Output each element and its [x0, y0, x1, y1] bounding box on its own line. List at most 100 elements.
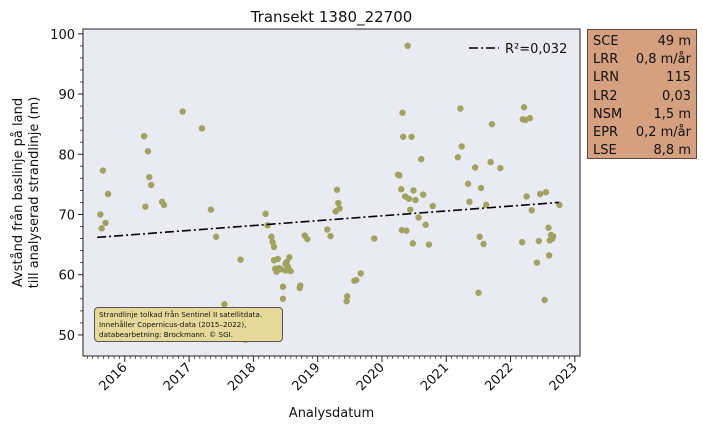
data-point — [526, 114, 534, 122]
data-point — [497, 164, 504, 172]
data-point — [480, 240, 487, 248]
y-tick-label: 100 — [50, 28, 75, 43]
stat-label: NSM — [593, 106, 623, 122]
x-tick-label: 2017 — [161, 360, 195, 394]
data-point — [410, 187, 417, 194]
data-point — [270, 243, 278, 251]
data-point — [99, 167, 107, 174]
data-point — [335, 199, 342, 207]
stat-label: LRR — [593, 52, 619, 68]
data-point — [409, 240, 417, 247]
data-point — [482, 201, 490, 209]
data-point — [327, 232, 334, 240]
stat-value: 0,03 — [662, 88, 691, 104]
data-point — [536, 190, 544, 198]
data-point — [98, 225, 105, 232]
data-point — [419, 191, 427, 198]
data-point — [398, 185, 405, 193]
y-axis-label-line: Avstånd från baslinje på land — [11, 98, 26, 287]
stat-value: 49 m — [657, 34, 691, 49]
stat-row-epr: EPR 0,2 m/år — [593, 124, 691, 142]
stat-value: 0,8 m/år — [635, 52, 691, 68]
data-point — [458, 143, 465, 150]
data-point — [286, 254, 293, 261]
data-point — [264, 222, 271, 229]
x-tick-label: 2020 — [354, 360, 388, 394]
data-point — [528, 207, 535, 214]
data-point — [542, 188, 550, 196]
data-point — [403, 227, 410, 234]
chart-title: Transekt 1380_22700 — [250, 8, 413, 27]
data-point — [144, 148, 152, 155]
data-source-note: Strandlinje tolkad från Sentinel II sate… — [94, 307, 283, 342]
data-point — [212, 233, 220, 240]
data-point — [237, 256, 244, 263]
note-line: databearbetning: Brockmann. © SGI. — [99, 330, 234, 339]
data-point — [549, 232, 557, 240]
stat-row-lrn: LRN 115 — [593, 69, 691, 87]
data-point — [464, 180, 472, 187]
stat-row-lr2: LR2 0,03 — [593, 88, 691, 106]
x-tick-label: 2018 — [225, 360, 259, 394]
data-point — [371, 235, 378, 242]
stats-box: SCE 49 m LRR 0,8 m/år LRN 115 LR2 0,03 NSM 1,… — [587, 29, 697, 159]
data-point — [523, 193, 530, 200]
x-tick-label: 2016 — [97, 360, 131, 394]
data-point — [140, 132, 148, 140]
stat-value: 0,2 m/år — [635, 125, 691, 141]
data-point — [207, 206, 215, 213]
data-point — [429, 202, 436, 210]
data-point — [533, 259, 541, 266]
stat-label: EPR — [593, 125, 619, 141]
x-tick-label: 2019 — [289, 360, 323, 394]
note-line: Strandlinje tolkad från Sentinel II sate… — [99, 310, 263, 319]
data-point — [262, 210, 269, 218]
data-point — [160, 201, 168, 209]
data-point — [142, 203, 149, 210]
data-point — [221, 301, 228, 308]
data-point — [487, 158, 494, 166]
data-point — [408, 133, 415, 140]
data-point — [412, 196, 419, 204]
data-point — [475, 289, 482, 296]
data-point — [146, 173, 153, 181]
x-tick-label: 2023 — [547, 360, 581, 394]
stat-label: LRN — [593, 70, 619, 86]
data-point — [407, 206, 414, 213]
legend-label: R²=0,032 — [505, 42, 567, 57]
stat-row-sce: SCE 49 m — [593, 33, 691, 51]
note-line: Innehåller Copernicus-data (2015–2022), — [99, 320, 247, 329]
data-point — [396, 172, 403, 179]
stat-row-lrr: LRR 0,8 m/år — [593, 51, 691, 69]
y-tick-label: 80 — [58, 148, 75, 163]
data-point — [425, 241, 433, 248]
data-point — [324, 226, 331, 233]
data-point — [545, 224, 552, 231]
stat-label: LR2 — [593, 88, 618, 104]
data-point — [269, 238, 276, 246]
data-point — [333, 186, 341, 193]
data-point — [471, 164, 479, 171]
data-point — [102, 219, 109, 227]
data-point — [535, 237, 543, 245]
data-point — [104, 190, 112, 198]
x-tick-label: 2021 — [418, 360, 452, 394]
data-point — [457, 105, 464, 112]
y-tick-label: 90 — [58, 88, 75, 103]
x-axis-label: Analysdatum — [289, 406, 374, 421]
data-point — [399, 109, 406, 116]
data-point — [405, 195, 413, 203]
data-point — [268, 233, 275, 240]
y-tick-label: 70 — [58, 208, 75, 223]
data-point — [283, 258, 291, 266]
data-point — [518, 238, 526, 246]
data-point — [404, 42, 411, 50]
data-point — [147, 181, 155, 189]
stat-value: 115 — [666, 70, 691, 86]
stat-row-nsm: NSM 1,5 m — [593, 106, 691, 124]
stat-value: 8,8 m — [653, 143, 691, 159]
y-tick-label: 60 — [58, 269, 75, 284]
stat-label: LSE — [593, 143, 617, 159]
data-point — [399, 133, 407, 140]
